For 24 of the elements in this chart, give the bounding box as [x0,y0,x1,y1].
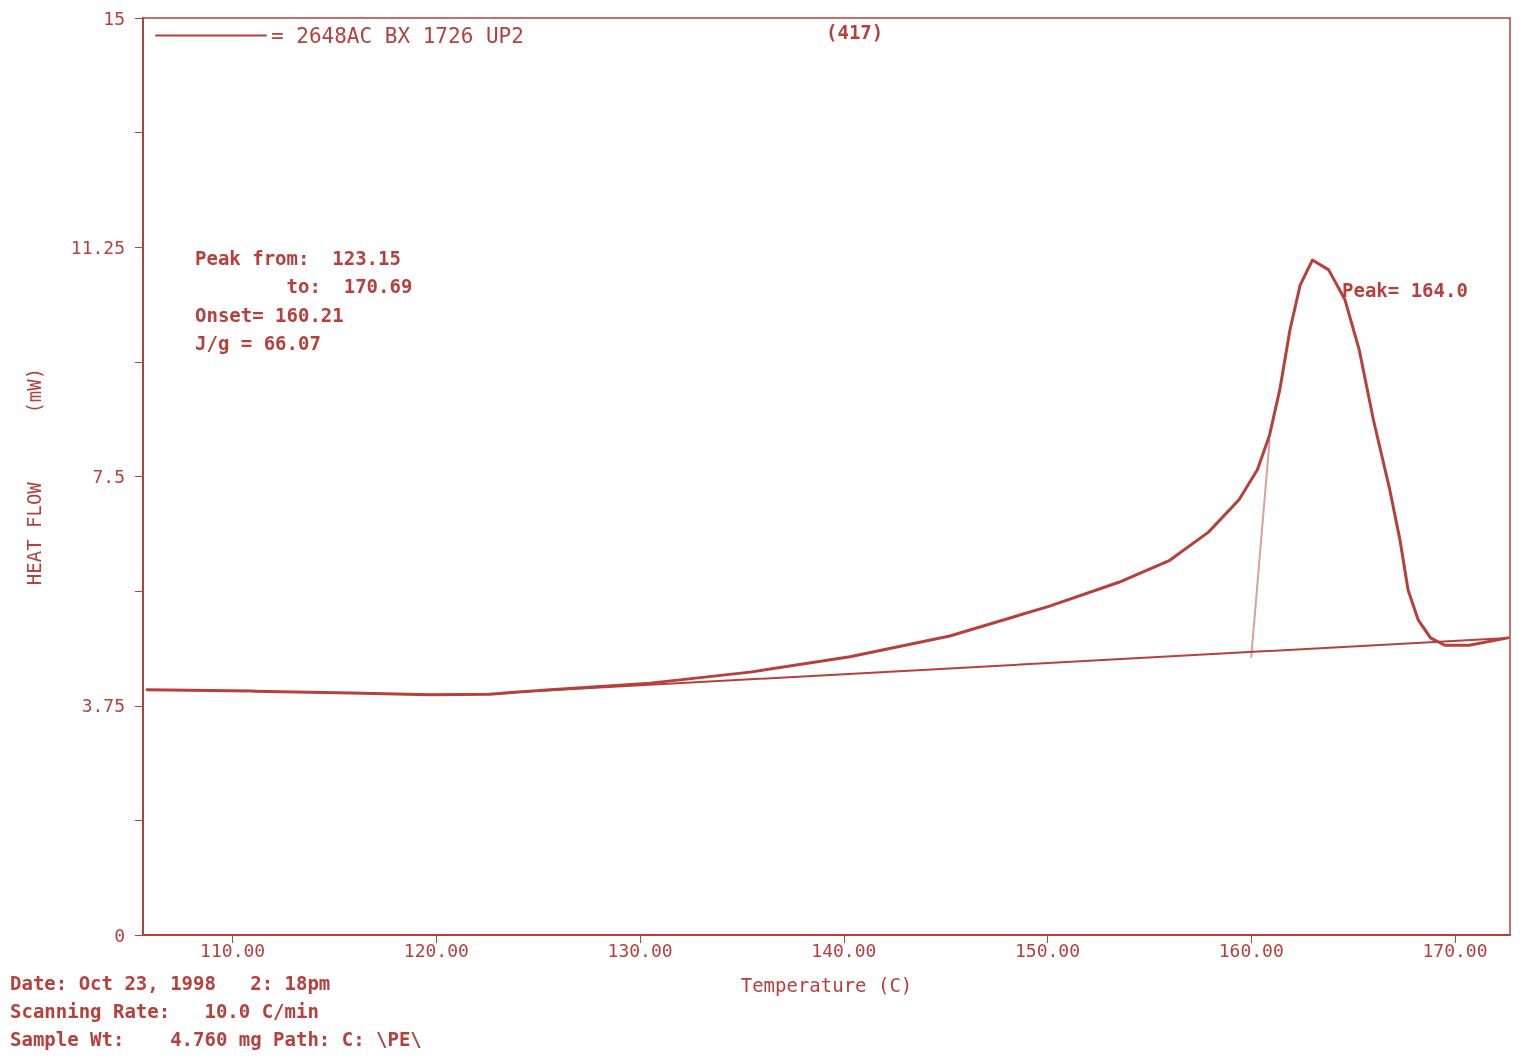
annotation: Onset= 160.21 [195,303,344,326]
y-tick-label: 0 [114,924,125,946]
x-tick-label: 130.00 [607,939,673,961]
x-tick-label: 160.00 [1218,939,1284,961]
text: = 2648AC BX 1726 UP2 [271,23,524,48]
x-tick-label: 150.00 [1015,939,1081,961]
y-tick-label: 7.5 [92,466,125,487]
y-axis-title: HEAT FLOW (mW) [22,367,45,586]
annotation: (417) [826,20,884,43]
x-axis-title: Temperature (C) [740,973,913,996]
text: Date: Oct 23, 1998 2: 18pm [10,971,331,994]
y-tick-label: 15 [103,7,125,29]
x-tick-label: 110.00 [200,939,266,961]
x-tick-label: 170.00 [1422,939,1488,961]
text: Scanning Rate: 10.0 C/min [10,999,319,1022]
annotation: to: 170.69 [195,274,413,297]
x-tick-label: 120.00 [403,939,469,961]
y-tick-label: 3.75 [81,695,125,717]
annotation: Peak= 164.0 [1342,278,1468,301]
x-tick-label: 140.00 [811,939,877,961]
annotation: Peak from: 123.15 [195,246,401,269]
text: Sample Wt: 4.760 mg Path: C: \PE\ [10,1027,422,1050]
y-tick-label: 11.25 [70,236,125,258]
annotation: J/g = 66.07 [195,331,321,354]
